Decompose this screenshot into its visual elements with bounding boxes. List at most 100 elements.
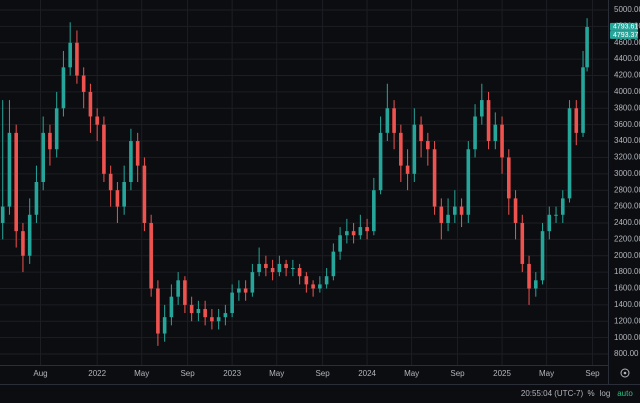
candle-body (331, 251, 336, 277)
candle-body (311, 284, 315, 289)
y-tick-label: 1400.00 (614, 300, 640, 309)
candle-body (88, 91, 93, 117)
y-tick-label: 5000.00 (614, 5, 640, 14)
candle-body (216, 317, 221, 322)
candle-body (351, 231, 356, 236)
candle-body (169, 296, 174, 318)
candle-body (405, 165, 410, 174)
candle-body (102, 124, 106, 174)
y-tick-label: 3600.00 (614, 120, 640, 129)
candle-body (453, 206, 457, 215)
candle-body (338, 235, 342, 252)
y-tick-label: 1000.00 (614, 333, 640, 342)
y-tick-label: 3200.00 (614, 153, 640, 162)
candle-body (21, 231, 25, 256)
clock: 20:55:04 (UTC-7) (521, 389, 584, 398)
y-tick-label: 4400.00 (614, 54, 640, 63)
candle-body (365, 227, 369, 232)
candle-body (560, 198, 565, 215)
candle-body (176, 280, 180, 297)
candle-body (567, 108, 572, 199)
y-tick-label: 1800.00 (614, 267, 640, 276)
candle-body (61, 67, 66, 109)
candle-body (392, 108, 396, 133)
log-toggle[interactable]: log (600, 389, 611, 398)
candle-body (257, 263, 261, 273)
candle-body (264, 263, 268, 269)
y-tick-label: 3800.00 (614, 103, 640, 112)
candle-body (41, 132, 45, 183)
settings-icon[interactable] (620, 368, 630, 378)
candle-body (547, 214, 552, 232)
candle-body (243, 288, 248, 293)
candle-body (540, 231, 545, 281)
gear-center (623, 371, 627, 375)
x-tick-label: Sep (450, 369, 465, 378)
candle-body (426, 141, 430, 150)
candle-body (473, 116, 477, 150)
candle-body (183, 280, 187, 305)
candle-body (533, 280, 538, 289)
candle-body (27, 214, 32, 256)
x-tick-label: 2023 (223, 369, 241, 378)
y-tick-label: 3400.00 (614, 136, 640, 145)
price-label-box (610, 30, 638, 39)
candle-body (250, 272, 255, 293)
y-tick-label: 4600.00 (614, 38, 640, 47)
y-tick-label: 2400.00 (614, 218, 640, 227)
candle-body (0, 206, 5, 223)
candle-body (189, 304, 194, 314)
y-tick-label: 2800.00 (614, 185, 640, 194)
candle-body (297, 268, 302, 277)
percent-toggle[interactable]: % (587, 389, 594, 398)
grid (0, 0, 608, 365)
candle-body (581, 67, 585, 133)
x-tick-label: Sep (180, 369, 195, 378)
candle-body (156, 288, 160, 334)
y-tick-label: 1200.00 (614, 316, 640, 325)
candle-body (223, 313, 228, 318)
x-tick-label: May (134, 369, 149, 378)
candle-body (34, 182, 39, 215)
candle-body (513, 198, 518, 223)
candle-body (520, 222, 525, 264)
candle-body (419, 124, 423, 142)
candle-body (122, 182, 126, 207)
candle-body (115, 190, 120, 207)
y-tick-label: 2200.00 (614, 234, 640, 243)
candle-body (585, 26, 589, 68)
x-tick-label: 2024 (358, 369, 376, 378)
x-tick-label: Aug (33, 369, 47, 378)
candle-body (412, 124, 417, 174)
candle-body (129, 141, 133, 183)
candle-body (162, 317, 167, 334)
candle-body (574, 108, 579, 133)
x-tick-label: May (404, 369, 419, 378)
auto-toggle[interactable]: auto (617, 389, 633, 398)
candle-body (318, 284, 322, 289)
candle-body (358, 227, 363, 236)
candle-body (68, 42, 72, 68)
candle-body (142, 165, 147, 223)
candle-body (284, 263, 288, 269)
candle-body (291, 268, 295, 270)
candle-body (108, 173, 113, 191)
candle-body (7, 132, 12, 207)
candle-body (459, 206, 464, 215)
x-tick-label: 2025 (493, 369, 511, 378)
y-tick-label: 2000.00 (614, 251, 640, 260)
candle-body (439, 206, 444, 223)
y-tick-label: 4200.00 (614, 71, 640, 80)
candle-body (324, 276, 329, 285)
x-tick-label: Sep (315, 369, 330, 378)
y-tick-label: 2600.00 (614, 202, 640, 211)
candle-body (432, 149, 437, 207)
candle-body (81, 75, 86, 92)
candle-body (486, 100, 491, 142)
candle-body (399, 132, 403, 166)
y-tick-label: 4000.00 (614, 87, 640, 96)
candle-body (75, 42, 79, 76)
price-label: 4793.61 (613, 24, 638, 31)
